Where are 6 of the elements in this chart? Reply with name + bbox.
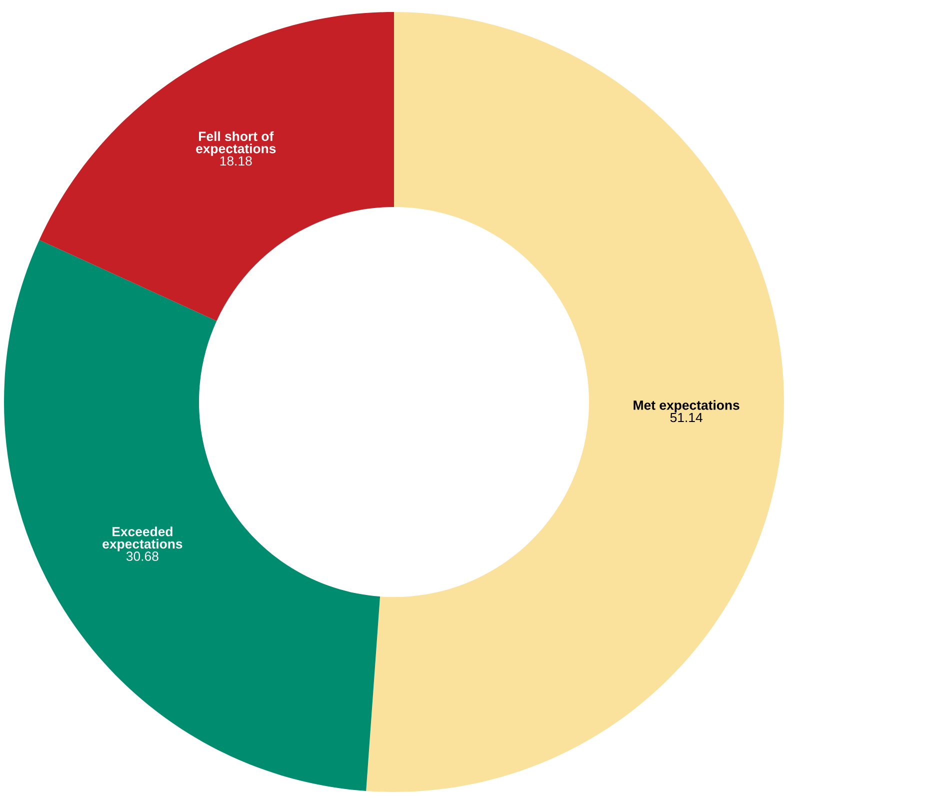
data-label: 30.68	[126, 552, 158, 561]
slice-label: Exceeded expectations	[102, 526, 182, 552]
data-label: 18.18	[220, 156, 252, 166]
data-label: 51.14	[670, 412, 702, 422]
slice-label: Met expectations	[634, 400, 740, 412]
slice-label: Fell short of expectations	[196, 131, 276, 156]
